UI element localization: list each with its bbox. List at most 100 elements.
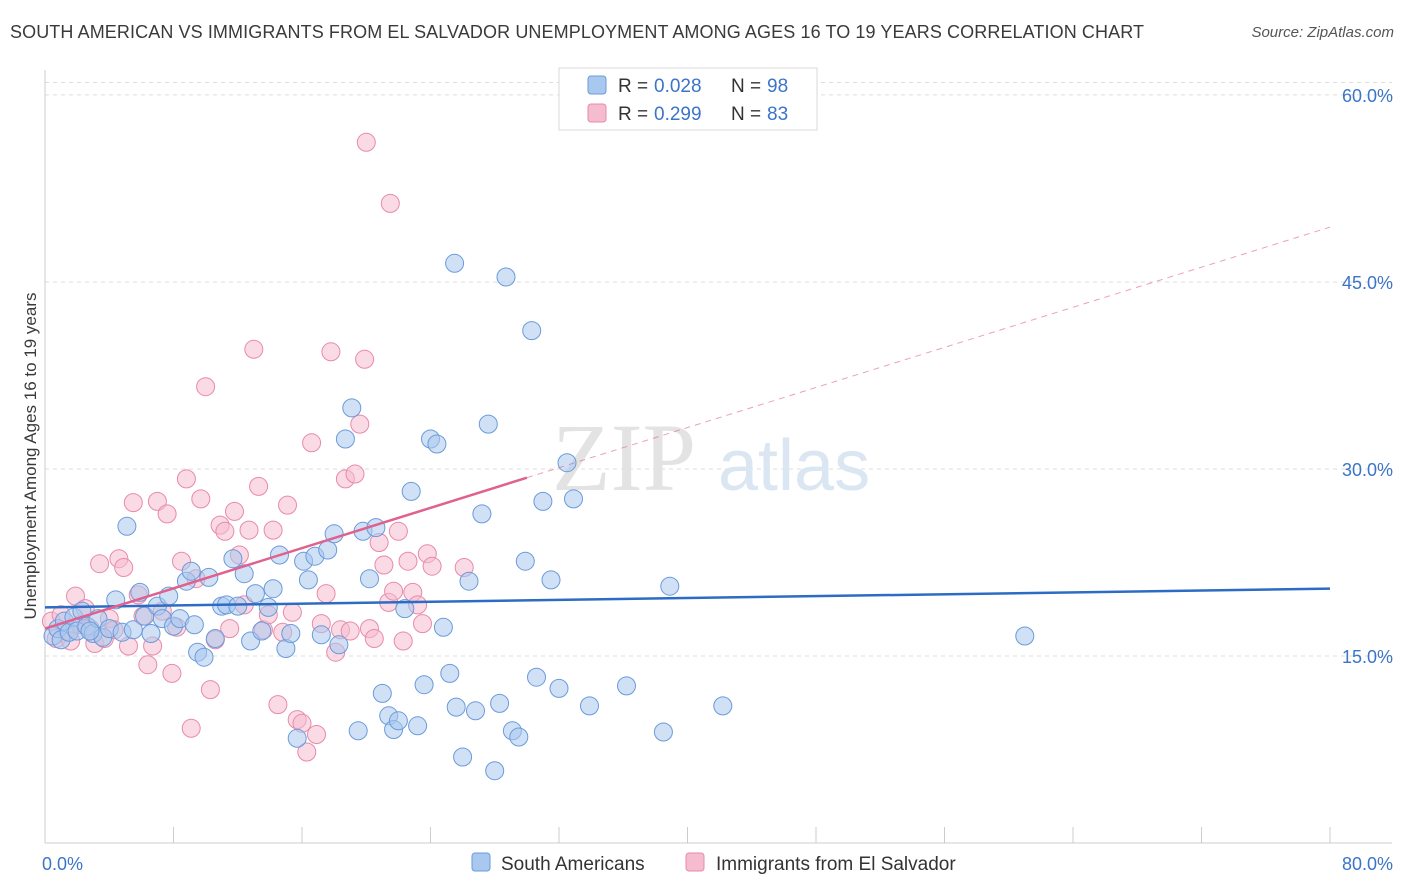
blue-point-40 [263, 579, 283, 599]
blue-point-65 [414, 675, 434, 695]
blue-point-96 [80, 621, 100, 641]
blue-point-56 [360, 569, 379, 589]
blue-point-37 [245, 584, 265, 604]
blue-point-70 [446, 697, 466, 717]
pink-point-57 [316, 584, 336, 604]
blue-point-58 [372, 683, 392, 703]
y-axis-label: Unemployment Among Ages 16 to 19 years [21, 293, 40, 620]
y-tick-label-3: 60.0% [1342, 86, 1393, 106]
legend-r-value-blue: 0.028 [654, 76, 702, 97]
trend-lines [44, 226, 1331, 630]
y-tick-label-1: 30.0% [1342, 460, 1393, 480]
pink-point-41 [239, 520, 259, 540]
legend-n-label-pink: N = [731, 104, 761, 125]
pink-point-20 [138, 655, 158, 675]
pink-point-58 [321, 342, 341, 362]
blue-point-97 [184, 615, 204, 635]
blue-point-48 [311, 625, 331, 645]
blue-point-62 [395, 599, 415, 619]
blue-series-points [43, 253, 1035, 781]
pink-point-37 [220, 619, 240, 639]
blue-point-26 [181, 561, 201, 581]
watermark-atlas: atlas [718, 426, 870, 506]
pink-point-36 [215, 521, 235, 541]
pink-point-50 [282, 602, 302, 622]
pink-point-63 [345, 464, 365, 484]
pink-point-80 [356, 132, 376, 152]
blue-point-74 [472, 504, 492, 524]
pink-point-42 [244, 339, 264, 359]
bottom-legend-swatch-blue [471, 852, 491, 872]
tick-labels: 15.0% 30.0% 45.0% 60.0% 0.0% 80.0% [42, 86, 1393, 874]
blue-point-30 [205, 629, 225, 648]
pink-point-79 [422, 556, 442, 576]
blue-point-51 [329, 635, 349, 655]
pink-point-77 [413, 614, 432, 634]
pink-point-43 [249, 476, 269, 496]
pink-trend-extension [526, 226, 1331, 479]
pink-point-33 [200, 680, 220, 700]
blue-point-44 [287, 728, 307, 748]
pink-point-15 [114, 558, 134, 577]
blue-point-54 [348, 721, 368, 741]
blue-point-38 [252, 621, 272, 641]
pink-point-46 [263, 520, 283, 540]
pink-point-10 [90, 554, 110, 574]
blue-trend-line [44, 587, 1331, 609]
blue-point-77 [490, 693, 510, 713]
pink-point-54 [302, 433, 322, 453]
bottom-legend-label-blue: South Americans [501, 854, 645, 875]
bottom-legend-label-pink: Immigrants from El Salvador [716, 854, 956, 875]
blue-point-67 [427, 434, 447, 454]
pink-point-47 [268, 695, 288, 715]
blue-point-61 [388, 711, 408, 731]
pink-point-22 [147, 491, 167, 511]
pink-point-73 [393, 631, 413, 651]
pink-point-65 [355, 349, 375, 369]
blue-point-63 [401, 481, 421, 501]
x-tick-label-max: 80.0% [1342, 854, 1393, 874]
x-tick-label-min: 0.0% [42, 854, 83, 874]
blue-point-76 [485, 761, 505, 781]
legend-r-label-blue: R = [618, 76, 648, 97]
blue-point-69 [440, 663, 460, 683]
pink-point-74 [398, 551, 418, 571]
blue-point-89 [580, 696, 599, 716]
source-label: Source: ZipAtlas.com [1251, 24, 1394, 41]
legend-n-label-blue: N = [731, 76, 761, 97]
legend: R = 0.028 N = 98 R = 0.299 N = 83 [558, 67, 818, 131]
blue-point-39 [258, 597, 278, 617]
blue-point-52 [335, 429, 355, 449]
legend-n-value-pink: 83 [767, 104, 788, 125]
blue-point-78 [496, 267, 516, 287]
bottom-legend-swatch-pink [685, 852, 705, 872]
pink-point-31 [191, 489, 211, 509]
bottom-legend: South Americans Immigrants from El Salva… [471, 852, 956, 875]
legend-n-value-blue: 98 [767, 76, 788, 97]
blue-point-75 [478, 414, 498, 434]
blue-point-83 [527, 667, 546, 687]
axes [44, 70, 1392, 844]
blue-point-86 [549, 678, 569, 698]
blue-point-53 [342, 398, 362, 418]
blue-point-15 [117, 516, 137, 536]
pink-point-32 [196, 377, 216, 397]
pink-point-49 [278, 495, 297, 515]
pink-trend-line [44, 476, 528, 630]
pink-point-62 [340, 621, 360, 641]
blue-point-73 [466, 701, 485, 721]
blue-point-28 [194, 647, 214, 667]
blue-point-43 [281, 624, 301, 643]
blue-point-95 [1015, 626, 1035, 646]
legend-r-label-pink: R = [618, 104, 648, 125]
blue-point-93 [660, 576, 680, 596]
blue-point-46 [298, 570, 318, 590]
blue-point-94 [713, 696, 733, 716]
pink-point-29 [181, 718, 201, 738]
blue-point-80 [509, 727, 529, 747]
blue-point-71 [453, 747, 473, 767]
pink-point-24 [157, 504, 177, 524]
legend-swatch-pink [587, 103, 607, 123]
blue-point-35 [234, 564, 254, 584]
